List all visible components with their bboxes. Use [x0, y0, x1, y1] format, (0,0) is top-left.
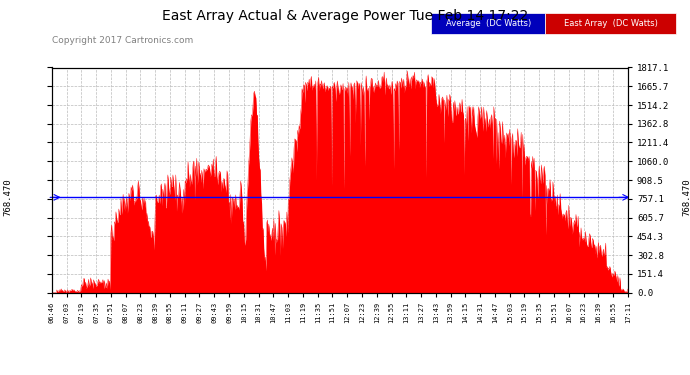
Text: 768.470: 768.470	[682, 178, 690, 216]
Text: East Array  (DC Watts): East Array (DC Watts)	[564, 19, 658, 28]
Text: Average  (DC Watts): Average (DC Watts)	[446, 19, 531, 28]
Text: 768.470: 768.470	[3, 178, 13, 216]
Text: East Array Actual & Average Power Tue Feb 14 17:22: East Array Actual & Average Power Tue Fe…	[162, 9, 528, 23]
Text: Copyright 2017 Cartronics.com: Copyright 2017 Cartronics.com	[52, 36, 193, 45]
